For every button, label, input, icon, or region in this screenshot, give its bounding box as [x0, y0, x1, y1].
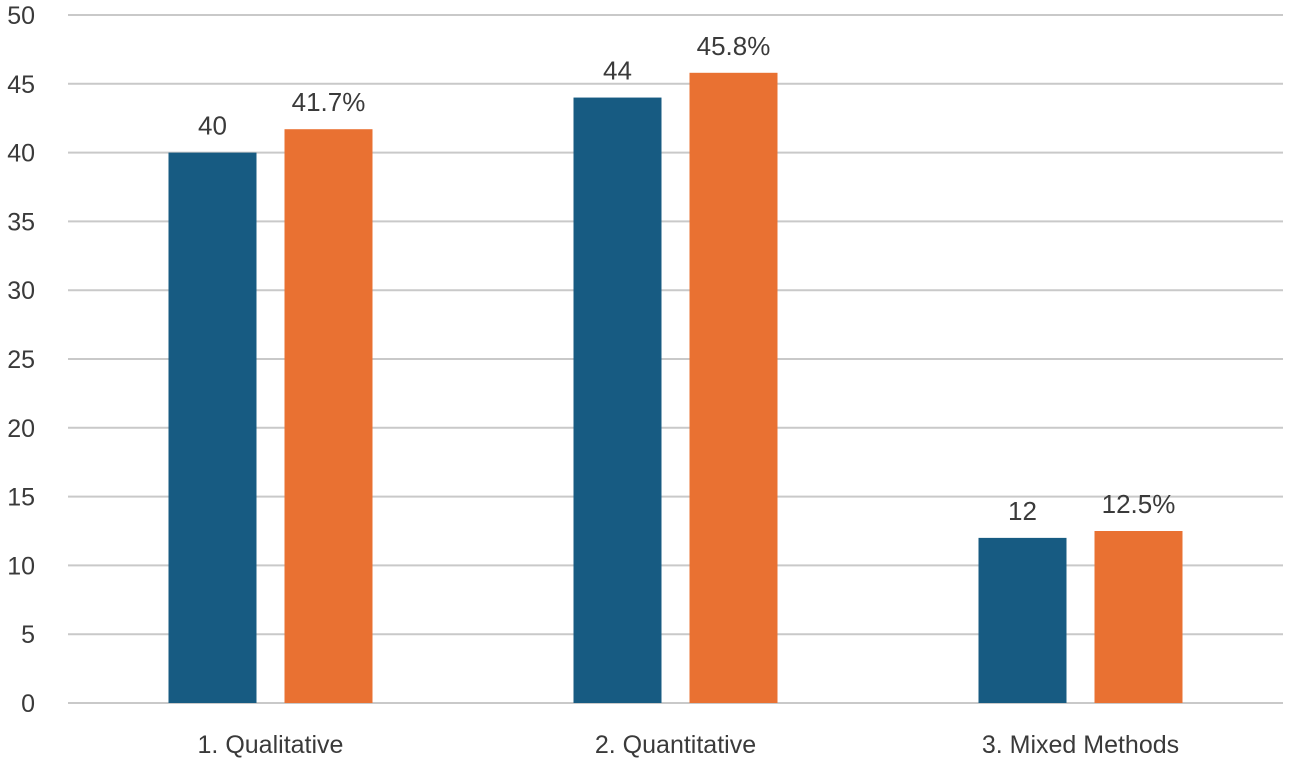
- y-tick-label: 50: [7, 2, 35, 30]
- y-tick-label: 40: [7, 140, 35, 168]
- x-category-label: 2. Quantitative: [595, 731, 756, 759]
- y-tick-label: 0: [21, 690, 35, 718]
- bar-series-1-cat-2: [573, 97, 662, 703]
- bar-series-2-cat-3: [1094, 531, 1183, 703]
- x-axis: 1. Qualitative 2. Quantitative 3. Mixed Me…: [198, 731, 1180, 759]
- grid-lines: [68, 14, 1283, 704]
- y-tick-label: 45: [7, 71, 35, 99]
- y-axis: 0 5 10 15 20 25 30 35 40 45 50: [7, 2, 35, 718]
- data-label: 41.7%: [292, 87, 366, 117]
- bar-series-1-cat-1: [168, 152, 257, 704]
- data-label: 12.5%: [1102, 489, 1176, 519]
- x-category-label: 1. Qualitative: [198, 731, 344, 759]
- data-label: 44: [603, 56, 632, 86]
- data-labels: 40 41.7% 44 45.8% 12 12.5%: [198, 31, 1175, 526]
- bars: [168, 72, 1183, 704]
- data-label: 40: [198, 111, 227, 141]
- x-category-label: 3. Mixed Methods: [982, 731, 1179, 759]
- y-tick-label: 35: [7, 208, 35, 236]
- bar-series-2-cat-1: [284, 129, 373, 703]
- y-tick-label: 30: [7, 277, 35, 305]
- y-tick-label: 20: [7, 415, 35, 443]
- y-tick-label: 15: [7, 484, 35, 512]
- y-tick-label: 5: [21, 621, 35, 649]
- bar-series-2-cat-2: [689, 72, 778, 704]
- data-label: 12: [1008, 496, 1037, 526]
- y-tick-label: 10: [7, 552, 35, 580]
- data-label: 45.8%: [697, 31, 771, 61]
- bar-series-1-cat-3: [978, 537, 1067, 703]
- y-tick-label: 25: [7, 346, 35, 374]
